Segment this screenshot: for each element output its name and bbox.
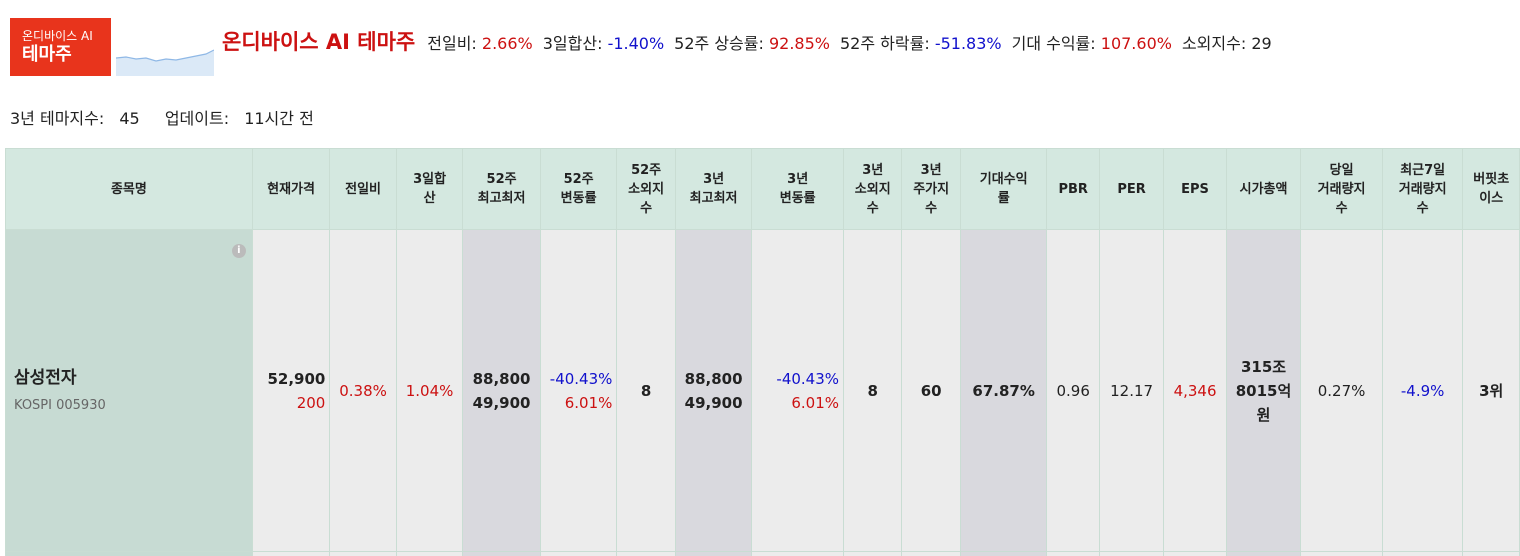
- theme-subinfo: 3년 테마지수: 45 업데이트: 11시간 전: [10, 105, 334, 129]
- volume-today-cell: 0.27%: [1300, 229, 1383, 552]
- market-cap-cell: 315조 8015억 원: [1225, 229, 1302, 552]
- stock-code: KOSPI 005930: [14, 397, 106, 413]
- col-header-52w-change[interactable]: 52주 변동률: [539, 148, 618, 230]
- col-header-name[interactable]: 종목명: [5, 148, 253, 230]
- change-3y-cell: -40.43% 6.01%: [751, 229, 845, 552]
- col-header-three-day[interactable]: 3일합 산: [395, 148, 464, 230]
- low-3y: 49,900: [684, 393, 743, 412]
- day-change-cell: 0.38%: [329, 229, 397, 552]
- col-header-volume-today[interactable]: 당일 거래량지 수: [1300, 148, 1383, 230]
- badge-top-text: 온디바이스 AI: [22, 28, 93, 43]
- table-row-partial: [5, 551, 1520, 556]
- high-low-52w-cell: 88,800 49,900: [462, 229, 541, 552]
- neglect-3y-cell: 8: [843, 229, 903, 552]
- volume-7d-cell: -4.9%: [1381, 229, 1464, 552]
- col-header-volume-7d[interactable]: 최근7일 거래량지 수: [1381, 148, 1464, 230]
- theme-summary: 온디바이스 AI 테마주 전일비: 2.66% 3일합산: -1.40% 52주…: [222, 26, 1282, 56]
- stock-name[interactable]: 삼성전자: [14, 367, 77, 388]
- badge-bottom-text: 테마주: [22, 43, 72, 65]
- col-header-eps[interactable]: EPS: [1163, 148, 1227, 230]
- stat-three-day: 3일합산: -1.40%: [542, 34, 665, 53]
- stock-name-cell[interactable]: i 삼성전자 KOSPI 005930: [5, 229, 253, 552]
- price-cell: 52,900 200: [251, 229, 331, 552]
- col-header-market-cap[interactable]: 시가총액: [1225, 148, 1302, 230]
- rise-52w: 6.01%: [564, 393, 613, 412]
- high-52w: 88,800: [472, 369, 531, 388]
- stat-day-change: 전일비: 2.66%: [427, 34, 533, 53]
- col-header-day-change[interactable]: 전일비: [329, 148, 397, 230]
- col-header-price[interactable]: 현재가격: [251, 148, 331, 230]
- high-low-3y-cell: 88,800 49,900: [674, 229, 753, 552]
- update-time: 업데이트: 11시간 전: [164, 109, 314, 128]
- stat-52w-rise: 52주 상승률: 92.85%: [674, 34, 830, 53]
- col-header-pbr[interactable]: PBR: [1046, 148, 1100, 230]
- eps-cell: 4,346: [1163, 229, 1227, 552]
- sparkline-chart: [116, 49, 214, 76]
- three-year-index: 3년 테마지수: 45: [10, 109, 140, 128]
- high-3y: 88,800: [684, 369, 743, 388]
- col-header-per[interactable]: PER: [1098, 148, 1165, 230]
- table-row[interactable]: i 삼성전자 KOSPI 005930 52,900 200 0.38% 1.0…: [5, 229, 1520, 552]
- neglect-52w-cell: 8: [616, 229, 676, 552]
- drop-52w: -40.43%: [549, 369, 613, 388]
- current-price: 52,900: [267, 369, 326, 388]
- stat-52w-fall: 52주 하락률: -51.83%: [840, 34, 1002, 53]
- info-icon[interactable]: i: [231, 244, 246, 258]
- col-header-52w-neglect[interactable]: 52주 소외지 수: [616, 148, 676, 230]
- per-cell: 12.17: [1098, 229, 1165, 552]
- stock-table: 종목명 현재가격 전일비 3일합 산 52주 최고최저 52주 변동률 52주 …: [5, 148, 1520, 556]
- col-header-3y-value[interactable]: 3년 주가지 수: [901, 148, 961, 230]
- drop-3y: -40.43%: [776, 369, 840, 388]
- stat-expected-return: 기대 수익률: 107.60%: [1011, 34, 1172, 53]
- price-change: 200: [296, 393, 326, 412]
- low-52w: 49,900: [472, 393, 531, 412]
- rise-3y: 6.01%: [791, 393, 840, 412]
- expected-return-cell: 67.87%: [959, 229, 1048, 552]
- stat-neglect-index: 소외지수: 29: [1181, 34, 1272, 53]
- change-52w-cell: -40.43% 6.01%: [539, 229, 618, 552]
- theme-badge[interactable]: 온디바이스 AI 테마주: [10, 18, 111, 76]
- col-header-buffett[interactable]: 버핏초 이스: [1462, 148, 1520, 230]
- table-header-row: 종목명 현재가격 전일비 3일합 산 52주 최고최저 52주 변동률 52주 …: [5, 148, 1520, 230]
- three-day-cell: 1.04%: [395, 229, 464, 552]
- value-3y-cell: 60: [901, 229, 961, 552]
- theme-title[interactable]: 온디바이스 AI 테마주: [222, 30, 416, 54]
- col-header-3y-neglect[interactable]: 3년 소외지 수: [843, 148, 903, 230]
- pbr-cell: 0.96: [1046, 229, 1100, 552]
- theme-header: 온디바이스 AI 테마주: [10, 18, 214, 76]
- col-header-3y-high-low[interactable]: 3년 최고최저: [674, 148, 753, 230]
- col-header-expected-return[interactable]: 기대수익 률: [959, 148, 1048, 230]
- col-header-3y-change[interactable]: 3년 변동률: [751, 148, 845, 230]
- col-header-52w-high-low[interactable]: 52주 최고최저: [462, 148, 541, 230]
- buffett-cell: 3위: [1462, 229, 1520, 552]
